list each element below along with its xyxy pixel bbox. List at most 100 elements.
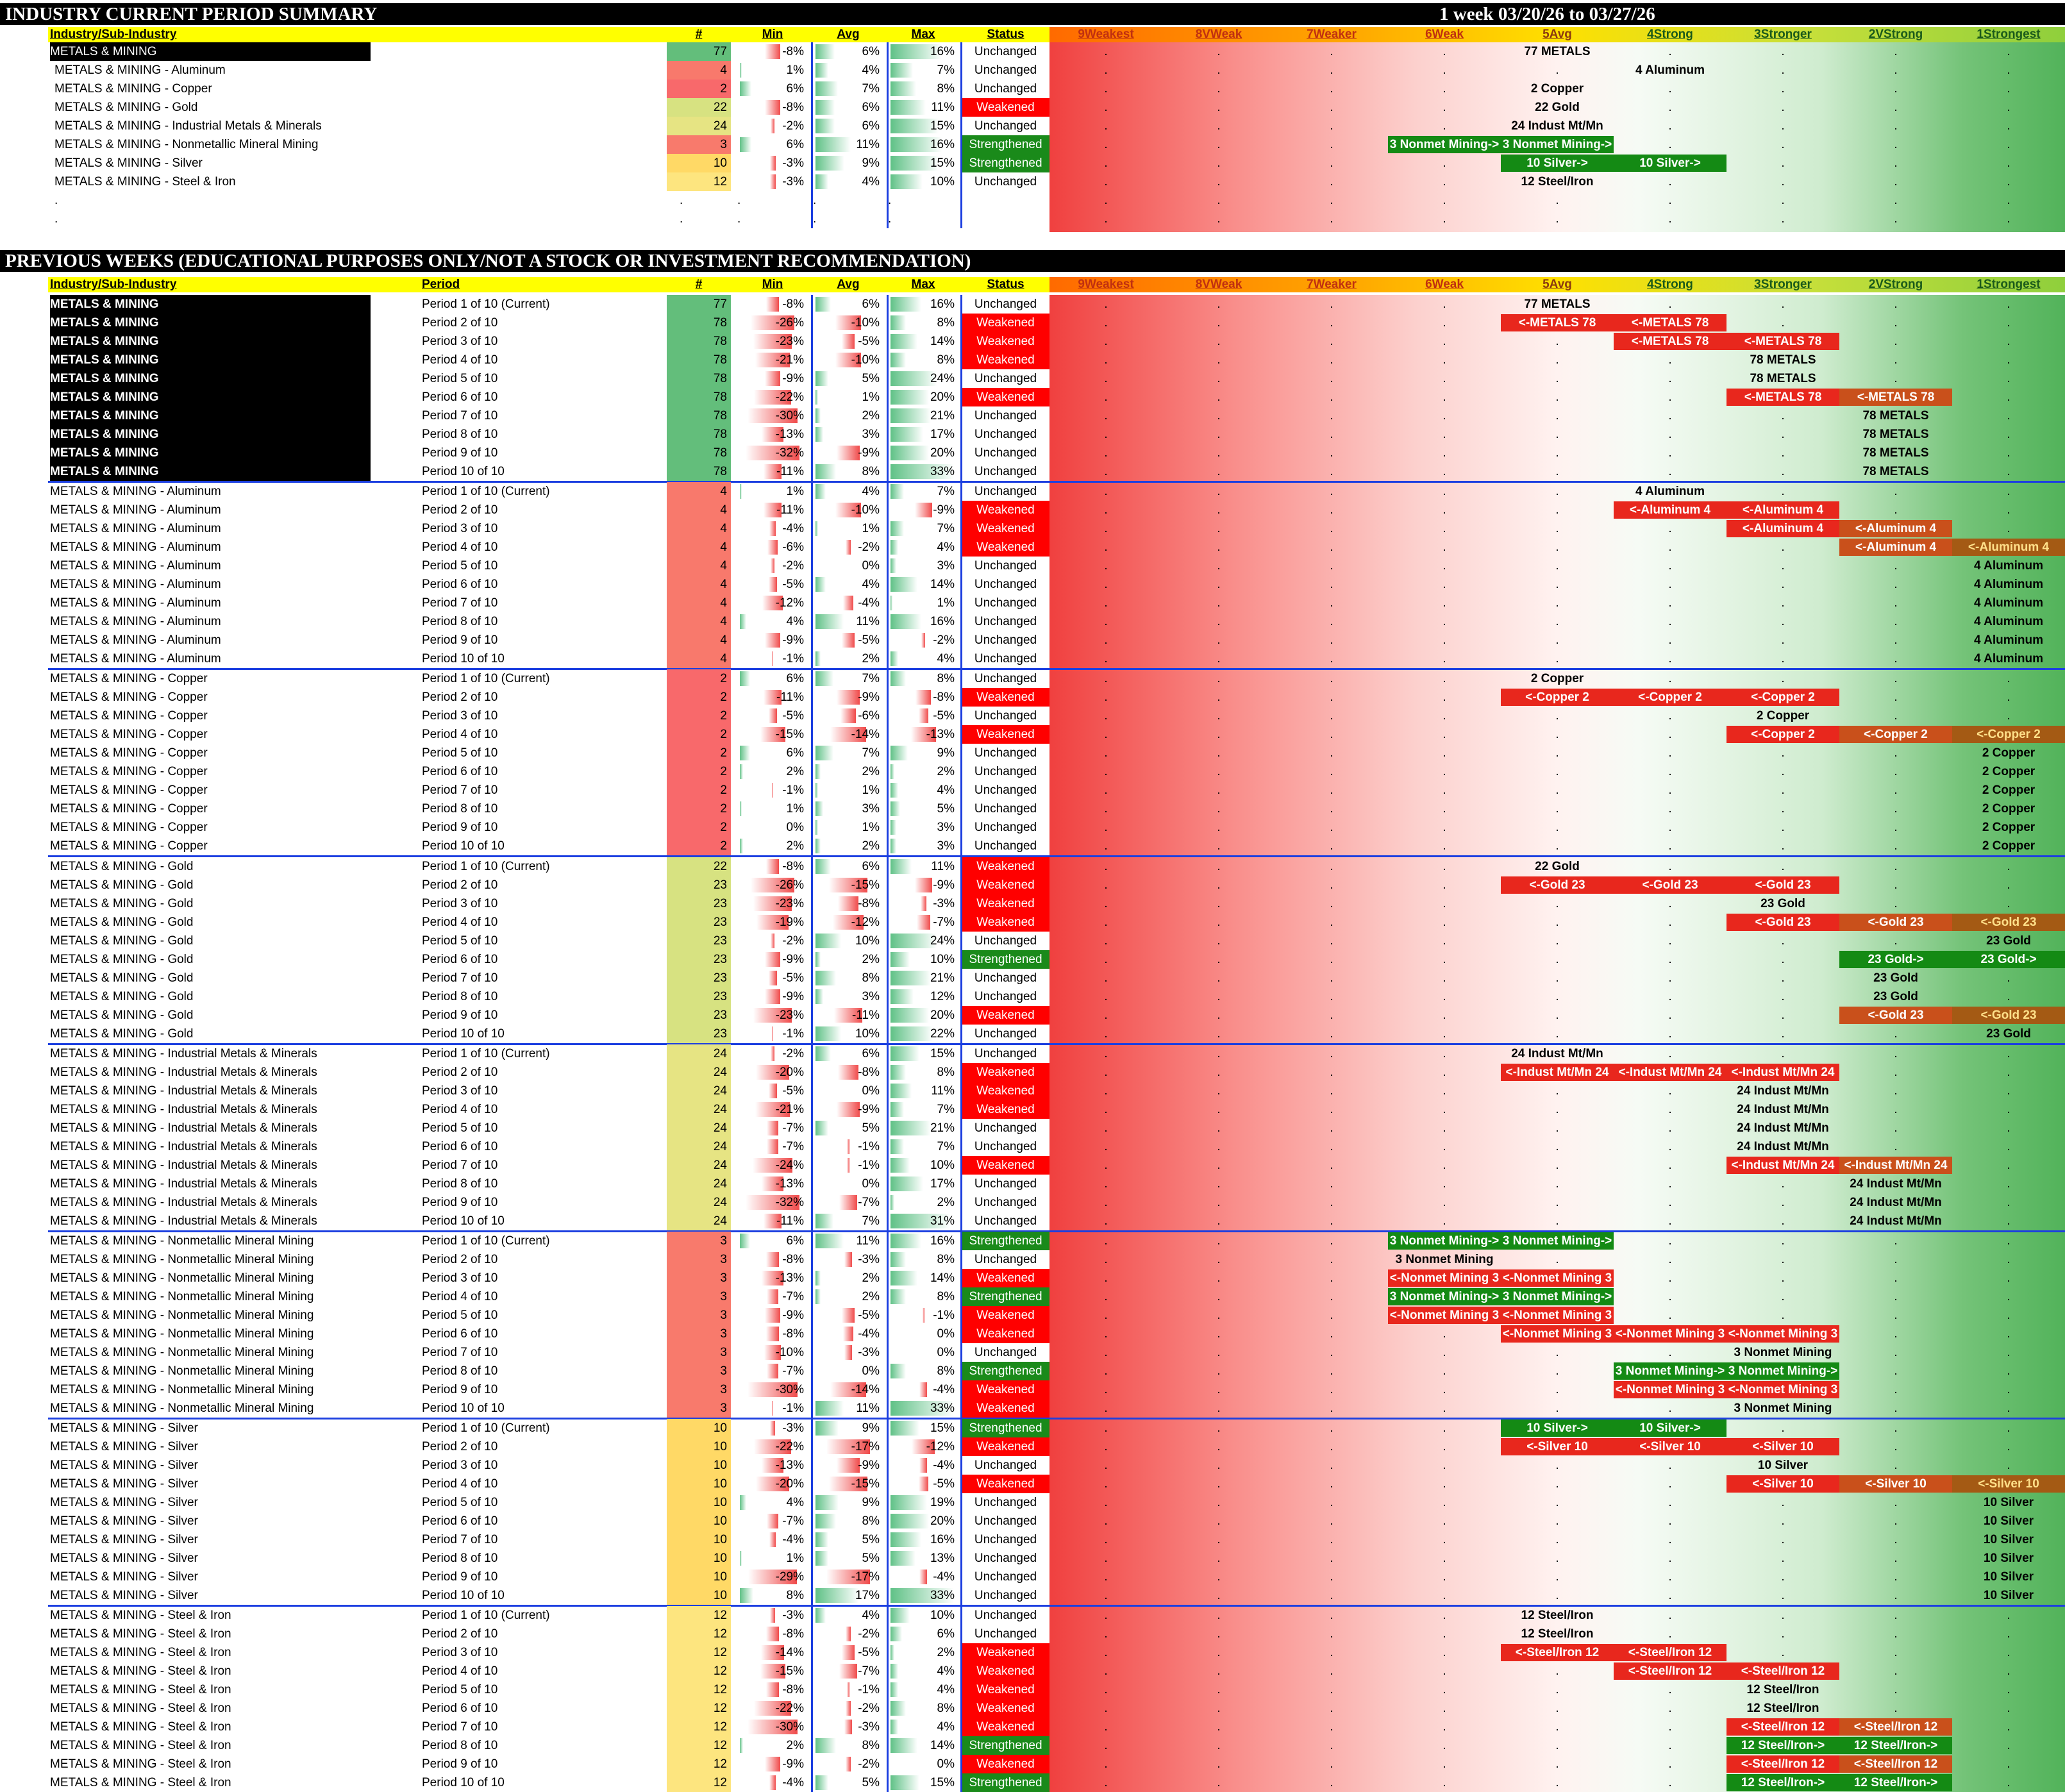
previous-row[interactable]: METALS & MINING - Nonmetallic Mineral Mi… (0, 1325, 2065, 1343)
previous-row[interactable]: METALS & MINING Period 8 of 10 78 -13% 3% 17%… (0, 425, 2065, 444)
previous-row[interactable]: METALS & MINING - Copper Period 1 of 10 (… (0, 669, 2065, 689)
previous-row[interactable]: METALS & MINING - Industrial Metals & Mi… (0, 1174, 2065, 1193)
previous-row[interactable]: METALS & MINING - Gold Period 9 of 10 23 -2… (0, 1005, 2065, 1025)
summary-row[interactable]: METALS & MINING - Gold 22 -8% 6% 11% Weakened… (0, 98, 2065, 117)
previous-row[interactable]: METALS & MINING - Industrial Metals & Mi… (0, 1081, 2065, 1100)
previous-row[interactable]: METALS & MINING - Aluminum Period 7 of 10… (0, 594, 2065, 613)
previous-row[interactable]: METALS & MINING Period 9 of 10 78 -32% -9% 20… (0, 444, 2065, 462)
previous-row[interactable]: METALS & MINING - Industrial Metals & Mi… (0, 1062, 2065, 1082)
previous-row[interactable]: METALS & MINING - Silver Period 6 of 10 10… (0, 1512, 2065, 1531)
previous-row[interactable]: METALS & MINING - Copper Period 10 of 10 2… (0, 837, 2065, 856)
previous-row[interactable]: METALS & MINING - Gold Period 10 of 10 23-… (0, 1024, 2065, 1043)
previous-row[interactable]: METALS & MINING - Copper Period 6 of 10 2 2… (0, 762, 2065, 782)
previous-row[interactable]: METALS & MINING Period 2 of 10 78 -26% -10% 8… (0, 314, 2065, 332)
previous-row[interactable]: METALS & MINING - Nonmetallic Mineral Mi… (0, 1343, 2065, 1362)
previous-row[interactable]: METALS & MINING Period 4 of 10 78 -21% -10% 8… (0, 351, 2065, 369)
previous-row[interactable]: METALS & MINING - Industrial Metals & Mi… (0, 1155, 2065, 1175)
tier-placeholder-dot: . (1894, 1271, 1898, 1285)
previous-row[interactable]: METALS & MINING - Aluminum Period 1 of 10… (0, 482, 2065, 501)
max-bar (890, 1364, 906, 1378)
summary-row[interactable]: METALS & MINING - Silver 10 -3% 9% 15% Streng… (0, 154, 2065, 172)
previous-row[interactable]: METALS & MINING - Silver Period 2 of 10 10… (0, 1437, 2065, 1457)
avg-value: 5% (862, 1533, 880, 1547)
previous-row[interactable]: METALS & MINING - Steel & Iron Period 10 … (0, 1773, 2065, 1792)
previous-row[interactable]: METALS & MINING - Steel & Iron Period 3 o… (0, 1643, 2065, 1662)
previous-row[interactable]: METALS & MINING - Gold Period 1 of 10 (Cu… (0, 857, 2065, 876)
previous-row[interactable]: METALS & MINING - Nonmetallic Mineral Mi… (0, 1250, 2065, 1269)
summary-row[interactable]: METALS & MINING 77 -8% 6% 16% Unchanged......… (0, 42, 2065, 61)
previous-row[interactable]: METALS & MINING - Silver Period 1 of 10 (… (0, 1419, 2065, 1438)
previous-row[interactable]: METALS & MINING - Nonmetallic Mineral Mi… (0, 1362, 2065, 1380)
previous-row[interactable]: METALS & MINING - Aluminum Period 4 of 10… (0, 538, 2065, 557)
previous-row[interactable]: METALS & MINING - Steel & Iron Period 7 o… (0, 1718, 2065, 1737)
summary-row[interactable]: METALS & MINING - Copper 2 6% 7% 8% Unchanged… (0, 80, 2065, 98)
previous-row[interactable]: METALS & MINING Period 7 of 10 78 -30% 2% 21%… (0, 406, 2065, 425)
previous-row[interactable]: METALS & MINING - Aluminum Period 8 of 10… (0, 612, 2065, 632)
previous-row[interactable]: METALS & MINING - Silver Period 9 of 10 10… (0, 1568, 2065, 1587)
previous-row[interactable]: METALS & MINING - Silver Period 3 of 10 10… (0, 1456, 2065, 1475)
tier-pill-red: <-Copper 2 (1952, 726, 2065, 744)
previous-row[interactable]: METALS & MINING - Silver Period 4 of 10 10… (0, 1475, 2065, 1494)
previous-row[interactable]: METALS & MINING - Industrial Metals & Mi… (0, 1211, 2065, 1230)
avg-bar (815, 81, 838, 96)
previous-row[interactable]: METALS & MINING - Nonmetallic Mineral Mi… (0, 1306, 2065, 1325)
status-cell: Unchanged (974, 578, 1037, 592)
previous-row[interactable]: METALS & MINING - Gold Period 5 of 10 23 -2… (0, 931, 2065, 950)
previous-row[interactable]: METALS & MINING - Industrial Metals & Mi… (0, 1118, 2065, 1137)
avg-value: 4% (862, 63, 880, 77)
previous-row[interactable]: METALS & MINING - Aluminum Period 6 of 10… (0, 575, 2065, 594)
previous-row[interactable]: METALS & MINING - Industrial Metals & Mi… (0, 1193, 2065, 1212)
max-bar (890, 1645, 894, 1661)
previous-row[interactable]: METALS & MINING - Nonmetallic Mineral Mi… (0, 1380, 2065, 1399)
previous-row[interactable]: METALS & MINING Period 6 of 10 78 -22% 1% 20%… (0, 388, 2065, 406)
previous-row[interactable]: METALS & MINING - Copper Period 4 of 10 2-… (0, 725, 2065, 744)
previous-row[interactable]: METALS & MINING - Gold Period 4 of 10 23 -1… (0, 912, 2065, 932)
previous-row[interactable]: METALS & MINING Period 3 of 10 78 -23% -5% 14… (0, 332, 2065, 351)
max-value: 10% (930, 1158, 955, 1172)
previous-row[interactable]: METALS & MINING - Steel & Iron Period 2 o… (0, 1625, 2065, 1644)
previous-row[interactable]: METALS & MINING - Nonmetallic Mineral Mi… (0, 1287, 2065, 1306)
previous-row[interactable]: METALS & MINING - Gold Period 3 of 10 23 -2… (0, 894, 2065, 913)
previous-row[interactable]: METALS & MINING - Nonmetallic Mineral Mi… (0, 1232, 2065, 1250)
previous-row[interactable]: METALS & MINING - Gold Period 7 of 10 23 -5… (0, 968, 2065, 987)
previous-row[interactable]: METALS & MINING - Steel & Iron Period 6 o… (0, 1699, 2065, 1718)
previous-row[interactable]: METALS & MINING - Industrial Metals & Mi… (0, 1137, 2065, 1156)
previous-row[interactable]: METALS & MINING - Gold Period 8 of 10 23 -9… (0, 987, 2065, 1006)
previous-row[interactable]: METALS & MINING - Silver Period 5 of 10 10… (0, 1493, 2065, 1512)
previous-row[interactable]: METALS & MINING - Gold Period 2 of 10 23 -2… (0, 875, 2065, 894)
previous-row[interactable]: METALS & MINING - Steel & Iron Period 9 o… (0, 1755, 2065, 1774)
previous-row[interactable]: METALS & MINING - Steel & Iron Period 5 o… (0, 1680, 2065, 1700)
previous-row[interactable]: METALS & MINING - Silver Period 7 of 10 10… (0, 1530, 2065, 1550)
previous-row[interactable]: METALS & MINING - Industrial Metals & Mi… (0, 1100, 2065, 1119)
previous-row[interactable]: METALS & MINING - Copper Period 5 of 10 2 6… (0, 744, 2065, 763)
previous-row[interactable]: METALS & MINING - Aluminum Period 10 of 1… (0, 649, 2065, 669)
avg-bar (815, 521, 818, 537)
previous-row[interactable]: METALS & MINING Period 10 of 10 78 -11% 8% 33… (0, 462, 2065, 481)
previous-row[interactable]: METALS & MINING - Aluminum Period 9 of 10… (0, 631, 2065, 650)
column-header-industry: Industry/Sub-Industry (50, 28, 177, 41)
previous-row[interactable]: METALS & MINING - Aluminum Period 3 of 10… (0, 519, 2065, 539)
previous-row[interactable]: METALS & MINING - Steel & Iron Period 4 o… (0, 1662, 2065, 1681)
previous-row[interactable]: METALS & MINING - Copper Period 7 of 10 2-… (0, 781, 2065, 800)
previous-row[interactable]: METALS & MINING - Nonmetallic Mineral Mi… (0, 1269, 2065, 1287)
summary-row[interactable]: METALS & MINING - Industrial Metals & Mi… (0, 117, 2065, 135)
previous-row[interactable]: METALS & MINING - Silver Period 8 of 10 10… (0, 1549, 2065, 1568)
previous-row[interactable]: METALS & MINING - Copper Period 2 of 10 2-… (0, 688, 2065, 707)
summary-row[interactable]: METALS & MINING - Aluminum 4 1% 4% 7% Unchang… (0, 61, 2065, 80)
summary-row[interactable]: METALS & MINING - Steel & Iron 12 -3% 4% 10%… (0, 172, 2065, 191)
min-value: -5% (782, 971, 804, 985)
previous-row[interactable]: METALS & MINING Period 1 of 10 (Current) 7… (0, 295, 2065, 314)
previous-row[interactable]: METALS & MINING - Copper Period 9 of 10 2 0… (0, 818, 2065, 837)
previous-row[interactable]: METALS & MINING - Silver Period 10 of 10 1… (0, 1586, 2065, 1605)
previous-row[interactable]: METALS & MINING - Nonmetallic Mineral Mi… (0, 1399, 2065, 1418)
previous-row[interactable]: METALS & MINING - Industrial Metals & Mi… (0, 1044, 2065, 1063)
previous-row[interactable]: METALS & MINING - Aluminum Period 2 of 10… (0, 501, 2065, 520)
previous-row[interactable]: METALS & MINING - Aluminum Period 5 of 10… (0, 557, 2065, 576)
previous-row[interactable]: METALS & MINING Period 5 of 10 78 -9% 5% 24% U… (0, 369, 2065, 388)
previous-row[interactable]: METALS & MINING - Gold Period 6 of 10 23 -9… (0, 950, 2065, 969)
previous-row[interactable]: METALS & MINING - Copper Period 3 of 10 2-… (0, 707, 2065, 726)
previous-row[interactable]: METALS & MINING - Copper Period 8 of 10 2 1… (0, 800, 2065, 819)
previous-row[interactable]: METALS & MINING - Steel & Iron Period 8 o… (0, 1736, 2065, 1755)
previous-row[interactable]: METALS & MINING - Steel & Iron Period 1 o… (0, 1606, 2065, 1625)
summary-row[interactable]: METALS & MINING - Nonmetallic Mineral Mi… (0, 135, 2065, 154)
